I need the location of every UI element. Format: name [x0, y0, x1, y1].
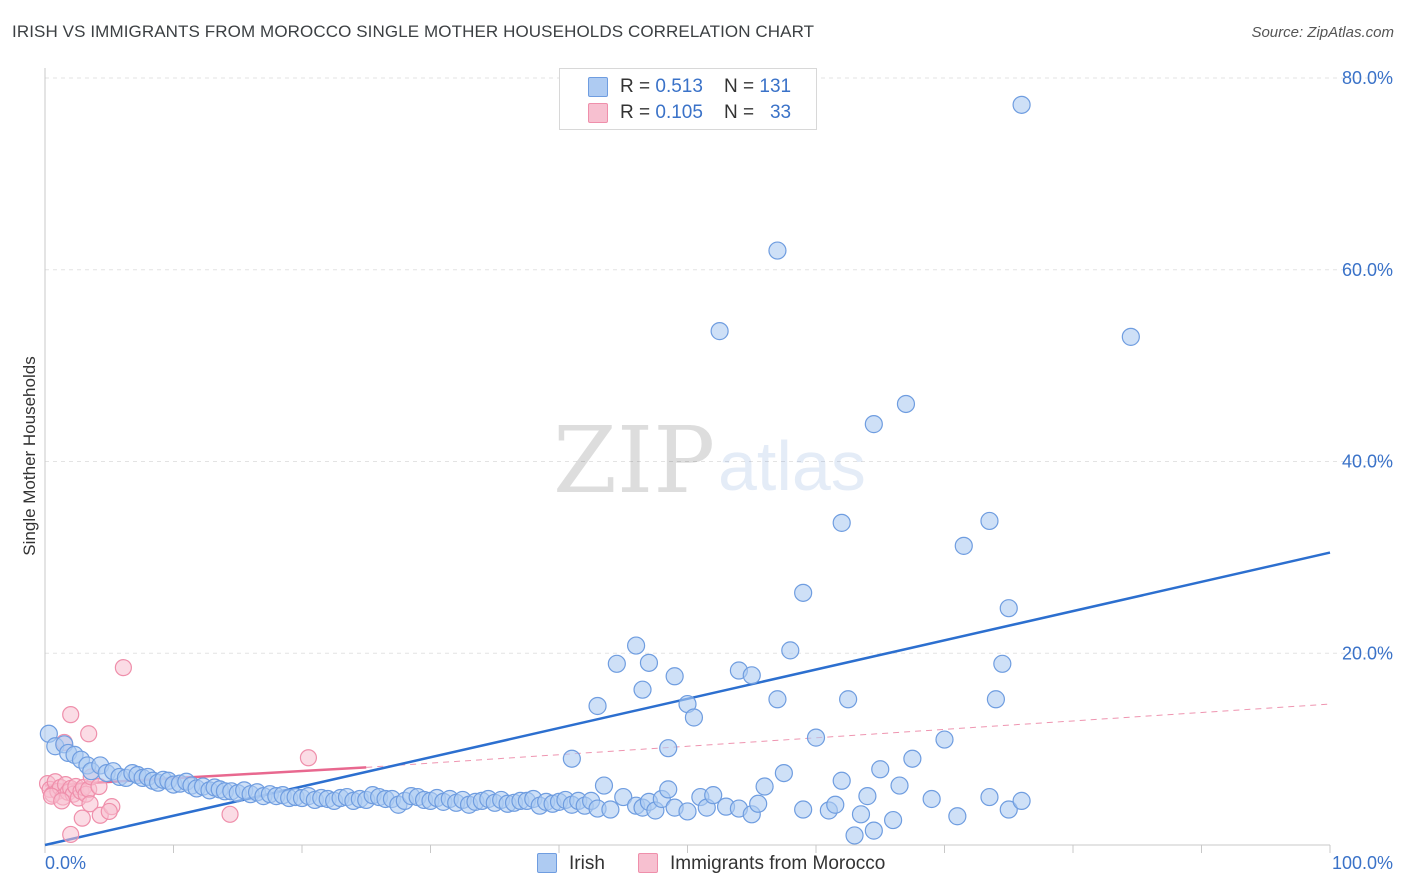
irish-point	[614, 787, 633, 807]
irish-swatch	[588, 77, 608, 97]
irish-point	[562, 749, 581, 768]
irish-point	[781, 641, 800, 660]
irish-point	[864, 415, 883, 434]
morocco-point	[73, 809, 91, 827]
irish-point	[851, 805, 871, 824]
irish-point	[903, 749, 922, 768]
correlation-legend: R = 0.513 N = 131 R = 0.105 N = 33	[559, 68, 817, 130]
irish-point	[588, 696, 607, 716]
morocco-point	[53, 792, 71, 810]
irish-point	[806, 728, 826, 747]
irish-point	[935, 730, 954, 749]
irish-point	[896, 394, 916, 414]
irish-legend-label: Irish	[569, 853, 605, 874]
irish-point	[883, 810, 903, 830]
irish-point	[980, 787, 999, 807]
irish-point	[633, 680, 652, 699]
irish-point	[659, 780, 678, 799]
r-label: R =	[620, 76, 656, 97]
r-label: R =	[620, 102, 656, 123]
morocco-point	[80, 725, 98, 743]
morocco-point	[81, 795, 99, 813]
irish-point	[794, 800, 813, 819]
irish-point	[626, 636, 646, 655]
irish-point	[742, 666, 761, 685]
watermark-atlas: atlas	[718, 427, 866, 505]
y-tick-label: 60.0%	[1342, 260, 1393, 280]
morocco-legend-label: Immigrants from Morocco	[670, 853, 886, 874]
watermark-zip: ZIP	[553, 407, 715, 514]
axes	[44, 68, 1331, 853]
irish-point	[755, 777, 774, 796]
irish-point	[684, 708, 704, 727]
irish-legend-swatch	[537, 853, 557, 873]
morocco-swatch	[588, 103, 608, 123]
irish-point	[832, 513, 851, 532]
irish-point	[864, 821, 883, 840]
irish-point	[839, 690, 858, 709]
irish-point	[710, 322, 729, 341]
irish-point	[704, 786, 723, 805]
irish-point	[678, 802, 697, 821]
morocco-point	[100, 802, 118, 821]
n-value-morocco: 33	[769, 102, 792, 123]
morocco-point	[62, 825, 80, 844]
irish-point	[826, 795, 845, 814]
morocco-point	[299, 749, 318, 767]
irish-point	[986, 690, 1006, 709]
irish-point	[954, 536, 973, 555]
morocco-point	[62, 706, 80, 724]
irish-point	[832, 771, 851, 790]
irish-point	[1121, 327, 1140, 346]
tick-labels: 20.0% 40.0% 60.0% 80.0% 0.0% 100.0%	[45, 68, 1393, 873]
y-tick-label: 20.0%	[1342, 643, 1393, 663]
irish-point	[890, 776, 909, 795]
irish-point	[1012, 791, 1031, 810]
irish-point	[999, 599, 1018, 618]
x-tick-label: 100.0%	[1332, 853, 1393, 873]
grid-lines	[45, 77, 1392, 654]
r-value-morocco: 0.105	[655, 102, 703, 123]
irish-point	[948, 807, 967, 826]
r-value-irish: 0.513	[655, 76, 703, 97]
irish-point	[639, 653, 659, 672]
y-tick-label: 40.0%	[1342, 452, 1393, 472]
irish-point	[768, 690, 787, 709]
morocco-trend-extension	[366, 703, 1331, 768]
morocco-point	[114, 659, 132, 677]
irish-point	[858, 787, 877, 806]
irish-point	[607, 654, 626, 673]
irish-point	[774, 763, 793, 783]
n-label: N =	[724, 76, 760, 97]
irish-point	[749, 794, 768, 813]
irish-point	[659, 739, 678, 758]
chart-title: IRISH VS IMMIGRANTS FROM MOROCCO SINGLE …	[12, 22, 815, 41]
irish-point	[871, 760, 890, 779]
irish-point	[594, 776, 614, 795]
irish-point	[794, 583, 813, 602]
irish-point	[1012, 95, 1031, 114]
morocco-point	[90, 777, 108, 796]
watermark: ZIP atlas	[553, 407, 866, 514]
irish-point	[922, 789, 941, 809]
morocco-legend-swatch	[638, 853, 658, 873]
irish-point	[665, 667, 684, 686]
irish-points	[39, 95, 1140, 845]
irish-point	[980, 511, 999, 531]
source-credit: Source: ZipAtlas.com	[1251, 24, 1394, 41]
irish-point	[601, 800, 620, 819]
irish-point	[999, 800, 1018, 819]
y-tick-label: 80.0%	[1342, 68, 1393, 88]
n-label: N =	[724, 102, 760, 123]
irish-point	[768, 241, 787, 260]
morocco-point	[221, 805, 239, 823]
irish-point	[993, 654, 1012, 673]
n-value-irish: 131	[759, 76, 792, 97]
y-axis-label: Single Mother Households	[20, 356, 39, 555]
x-tick-label: 0.0%	[45, 853, 86, 873]
irish-point	[845, 826, 864, 845]
